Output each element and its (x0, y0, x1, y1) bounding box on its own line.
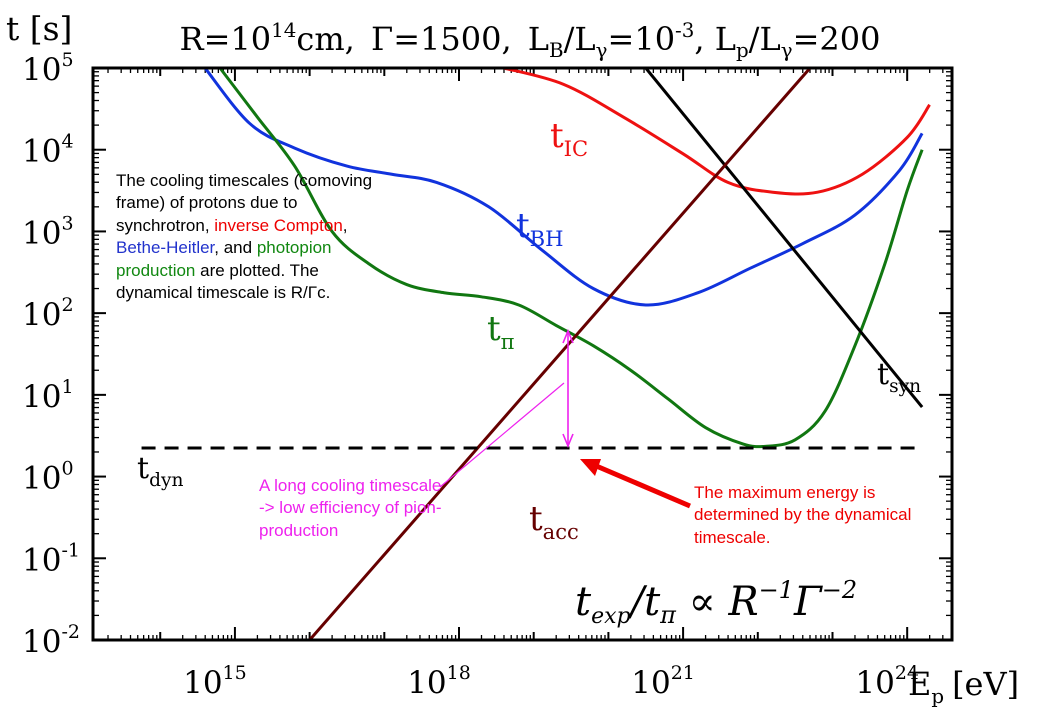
x-tick-label: 1015 (183, 662, 247, 701)
description-segment: are plotted. The dynamical timescale is … (116, 260, 331, 303)
series-tacc (308, 68, 812, 640)
y-axis-label: t [s] (6, 9, 72, 48)
cooling-leader-line (439, 382, 565, 488)
x-tick-label: 1021 (631, 662, 695, 701)
plot-curves (141, 68, 931, 640)
formula-texp-over-tpi: texp/tπ ∝ R−1Γ−2 (575, 576, 857, 629)
cooling-gap-arrowhead-top (562, 328, 574, 344)
x-tick-label: 1024 (855, 662, 919, 701)
label-t-acc: tacc (529, 499, 579, 544)
series-tbh (203, 68, 924, 307)
max-energy-note: The maximum energy is determined by the … (694, 483, 912, 547)
description-segment: The cooling timescales (comoving frame) … (116, 171, 373, 235)
series-t (218, 68, 924, 449)
axis-tick-labels: 105 104 103 102 101 100 10-1 10-2 1015 1018 1021 10… (22, 49, 919, 701)
y-tick-label: 102 (22, 294, 74, 333)
y-tick-label: 100 (22, 458, 74, 497)
x-axis-label: Ep [eV] (908, 665, 1019, 708)
y-tick-label: 101 (22, 376, 74, 415)
description-segment: , (342, 215, 348, 235)
y-tick-label: 103 (22, 212, 74, 251)
description-text: The cooling timescales (comoving frame) … (116, 170, 391, 304)
long-cooling-note: A long cooling timescale -> low efficien… (259, 476, 442, 540)
description-segment: photopion production (116, 238, 332, 280)
description-segment: Bethe-Heitler (116, 238, 215, 258)
series-tsyn (644, 68, 924, 409)
description-segment: , and (214, 238, 257, 258)
max-energy-arrow (593, 462, 691, 509)
y-tick-label: 10-2 (22, 621, 80, 660)
plot-frame (91, 66, 954, 642)
label-t-bh: tBH (516, 206, 564, 251)
y-tick-label: 104 (22, 131, 74, 170)
description-segment: inverse Compton (214, 215, 343, 235)
y-tick-label: 10-1 (22, 539, 80, 578)
axis-ticks (93, 67, 952, 641)
label-t-dyn: tdyn (137, 451, 183, 491)
chart-title: R=1014cm, Γ=1500, LB/Lγ=10-3, Lp/Lγ=200 (180, 19, 881, 62)
label-t-ic: tIC (550, 116, 588, 161)
x-tick-label: 1018 (407, 662, 471, 701)
cooling-gap-arrowhead-bottom (562, 433, 574, 449)
label-t-pi: tπ (487, 309, 515, 354)
label-t-syn: tsyn (877, 357, 921, 397)
max-energy-arrowhead (580, 459, 601, 476)
y-tick-label: 105 (22, 49, 74, 88)
